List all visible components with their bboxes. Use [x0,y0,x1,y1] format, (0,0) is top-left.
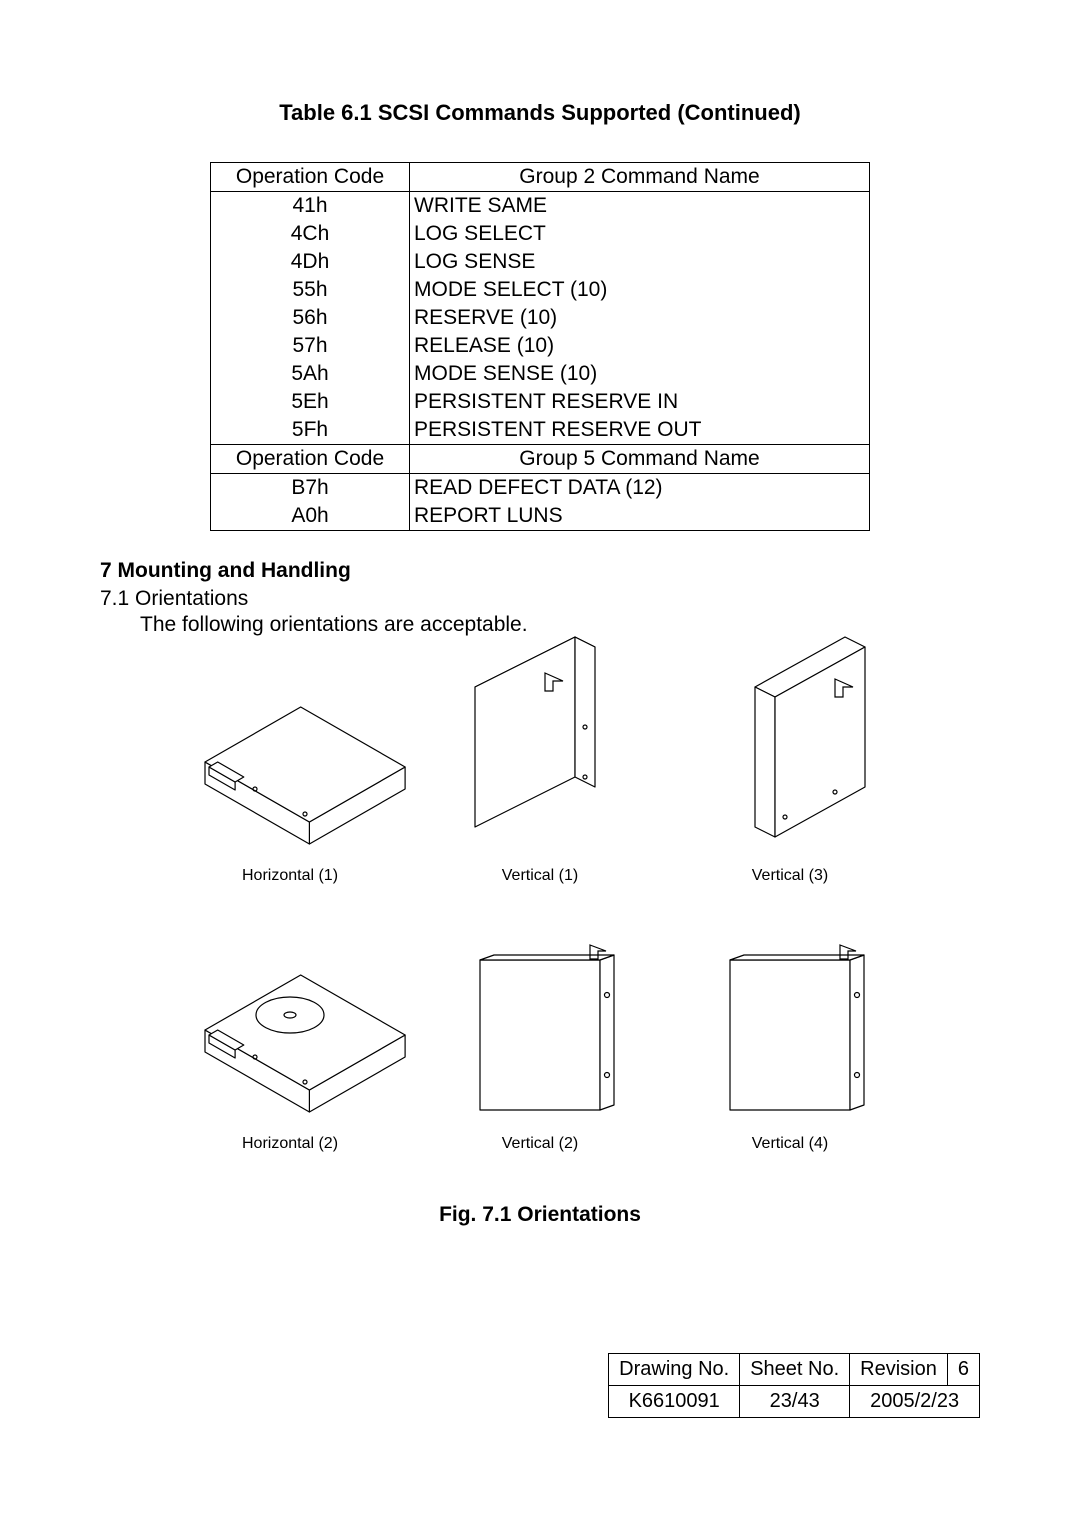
section-7-heading: 7 Mounting and Handling [100,559,980,583]
group2-name-header: Group 2 Command Name [410,163,870,192]
rev-header-sheet: Sheet No. [740,1354,850,1386]
op-code-cell: 4Dh [211,248,410,276]
command-name-cell: PERSISTENT RESERVE OUT [410,416,870,445]
drive-orientation-icon [685,667,895,857]
section-7-1-heading: 7.1 Orientations [100,587,980,611]
rev-sheet-no: 23/43 [740,1386,850,1418]
command-name-cell: WRITE SAME [410,192,870,221]
command-name-cell: RESERVE (10) [410,304,870,332]
rev-header-revision: Revision [850,1354,948,1386]
rev-header-revno: 6 [947,1354,979,1386]
orientation-label: Horizontal (1) [185,867,395,885]
orientation-h1 [185,667,395,857]
table-title: Table 6.1 SCSI Commands Supported (Conti… [100,100,980,126]
command-name-cell: MODE SELECT (10) [410,276,870,304]
op-code-cell: 56h [211,304,410,332]
section-7-1-desc: The following orientations are acceptabl… [140,613,980,637]
op-code-cell: 41h [211,192,410,221]
command-name-cell: PERSISTENT RESERVE IN [410,388,870,416]
orientation-label: Vertical (4) [685,1135,895,1153]
group5-op-header: Operation Code [211,445,410,474]
drive-orientation-icon [435,935,645,1125]
drive-orientation-icon [185,667,395,857]
op-code-cell: 57h [211,332,410,360]
op-code-cell: 5Fh [211,416,410,445]
orientation-h2 [185,935,395,1125]
group5-name-header: Group 5 Command Name [410,445,870,474]
section-7: 7 Mounting and Handling 7.1 Orientations… [100,559,980,637]
group2-op-header: Operation Code [211,163,410,192]
command-name-cell: REPORT LUNS [410,502,870,531]
rev-date: 2005/2/23 [850,1386,980,1418]
figure-title: Fig. 7.1 Orientations [439,1203,641,1227]
op-code-cell: 4Ch [211,220,410,248]
command-name-cell: RELEASE (10) [410,332,870,360]
command-name-cell: READ DEFECT DATA (12) [410,474,870,503]
command-name-cell: LOG SENSE [410,248,870,276]
orientation-label: Vertical (2) [435,1135,645,1153]
op-code-cell: A0h [211,502,410,531]
orientation-v2 [435,935,645,1125]
orientation-v1 [435,667,645,857]
orientation-v3 [685,667,895,857]
drive-orientation-icon [685,935,895,1125]
orientation-v4 [685,935,895,1125]
op-code-cell: 5Ah [211,360,410,388]
orientation-label: Vertical (3) [685,867,895,885]
revision-table: Drawing No. Sheet No. Revision 6 K661009… [608,1353,980,1418]
op-code-cell: B7h [211,474,410,503]
drive-orientation-icon [185,935,395,1125]
drive-orientation-icon [435,667,645,857]
op-code-cell: 55h [211,276,410,304]
rev-header-drawing: Drawing No. [609,1354,740,1386]
command-name-cell: LOG SELECT [410,220,870,248]
orientations-figure: Horizontal (1) Vertical (1) Vertical (3) H… [100,667,980,1227]
orientation-label: Horizontal (2) [185,1135,395,1153]
orientation-label: Vertical (1) [435,867,645,885]
document-page: Table 6.1 SCSI Commands Supported (Conti… [0,0,1080,1528]
command-name-cell: MODE SENSE (10) [410,360,870,388]
op-code-cell: 5Eh [211,388,410,416]
rev-drawing-no: K6610091 [609,1386,740,1418]
scsi-commands-table: Operation Code Group 2 Command Name 41hW… [210,162,870,531]
